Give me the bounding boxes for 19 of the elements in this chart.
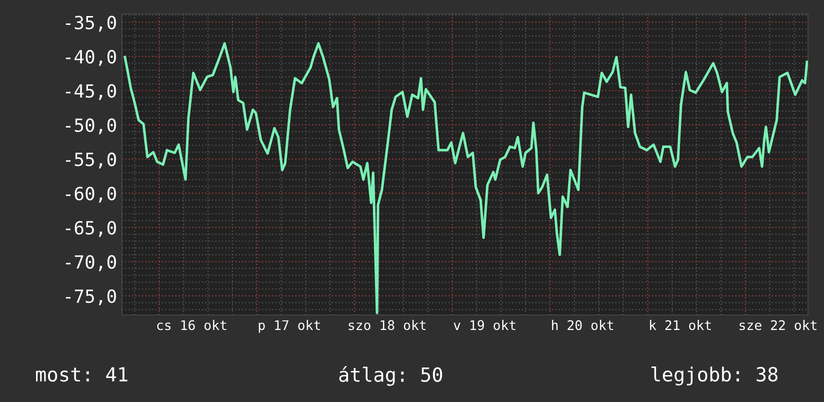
text: átlag: 50	[339, 366, 442, 386]
x-tick-label: szo 18 okt	[348, 320, 426, 330]
y-tick-label: -65,0	[66, 220, 116, 237]
y-tick-label: -50,0	[66, 118, 116, 134]
y-tick-label: -40,0	[66, 50, 116, 66]
text: most: 41	[36, 367, 128, 382]
y-tick-label: -45,0	[66, 84, 116, 100]
y-tick-label: -60,0	[66, 186, 116, 203]
x-tick-label: sze 22 okt	[740, 320, 816, 330]
x-tick-label: h 20 okt	[552, 320, 614, 330]
x-tick-label: k 21 okt	[650, 320, 711, 330]
y-tick-label: -70,0	[66, 255, 116, 272]
y-tick-label: -55,0	[66, 152, 116, 168]
x-tick-label: v 19 okt	[454, 320, 516, 330]
y-tick-label: -35,0	[66, 16, 116, 32]
x-tick-label: cs 16 okt	[157, 320, 226, 330]
text: legjobb: 38	[652, 366, 778, 386]
y-tick-label: -75,0	[66, 289, 116, 306]
x-tick-label: p 17 okt	[258, 320, 320, 333]
